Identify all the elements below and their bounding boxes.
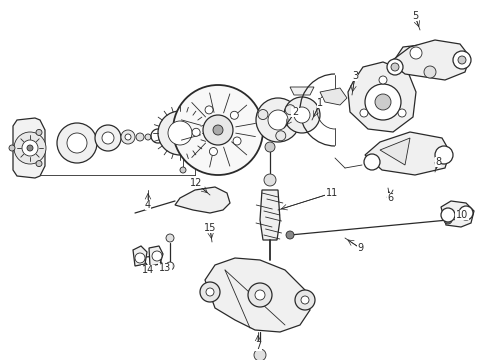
Circle shape — [57, 123, 97, 163]
Circle shape — [398, 109, 406, 117]
Circle shape — [203, 115, 233, 145]
Text: 13: 13 — [159, 263, 171, 273]
Circle shape — [301, 296, 309, 304]
Text: 2: 2 — [292, 107, 298, 117]
Text: 3: 3 — [352, 71, 358, 81]
Circle shape — [391, 63, 399, 71]
Circle shape — [36, 161, 42, 167]
Circle shape — [121, 130, 135, 144]
Text: 9: 9 — [357, 243, 363, 253]
Polygon shape — [393, 45, 423, 72]
Polygon shape — [390, 40, 470, 80]
Circle shape — [284, 97, 320, 133]
Polygon shape — [365, 132, 450, 175]
Circle shape — [256, 98, 300, 142]
Circle shape — [379, 76, 387, 84]
Circle shape — [441, 208, 455, 222]
Circle shape — [209, 148, 218, 156]
Circle shape — [458, 56, 466, 64]
Text: 5: 5 — [412, 11, 418, 21]
Circle shape — [375, 94, 391, 110]
Circle shape — [255, 290, 265, 300]
Circle shape — [424, 66, 436, 78]
Circle shape — [180, 167, 186, 173]
Polygon shape — [348, 62, 416, 132]
Circle shape — [410, 47, 422, 59]
Circle shape — [286, 231, 294, 239]
Text: 14: 14 — [142, 265, 154, 275]
Circle shape — [364, 154, 380, 170]
Polygon shape — [441, 201, 474, 227]
Polygon shape — [380, 138, 410, 165]
Circle shape — [265, 142, 275, 152]
Circle shape — [168, 121, 192, 145]
Circle shape — [135, 253, 145, 263]
Circle shape — [67, 133, 87, 153]
Circle shape — [200, 282, 220, 302]
Text: 10: 10 — [456, 210, 468, 220]
Circle shape — [233, 137, 241, 145]
Polygon shape — [205, 258, 310, 332]
Polygon shape — [133, 246, 147, 266]
Circle shape — [254, 349, 266, 360]
Text: 8: 8 — [435, 157, 441, 167]
Circle shape — [459, 206, 473, 220]
Polygon shape — [290, 87, 314, 95]
Polygon shape — [260, 190, 280, 240]
Circle shape — [248, 283, 272, 307]
Circle shape — [294, 107, 310, 123]
Text: 15: 15 — [204, 223, 216, 233]
Text: 7: 7 — [255, 341, 261, 351]
Circle shape — [295, 290, 315, 310]
Circle shape — [360, 109, 368, 117]
Circle shape — [435, 146, 453, 164]
Circle shape — [365, 84, 401, 120]
Circle shape — [125, 134, 131, 140]
Text: 4: 4 — [145, 200, 151, 210]
Text: 1: 1 — [317, 98, 323, 108]
Circle shape — [206, 288, 214, 296]
Circle shape — [285, 105, 295, 115]
Circle shape — [276, 131, 286, 141]
Circle shape — [268, 110, 288, 130]
Text: 12: 12 — [190, 178, 202, 188]
Circle shape — [22, 140, 38, 156]
Circle shape — [213, 125, 223, 135]
Circle shape — [152, 251, 162, 261]
Circle shape — [205, 106, 213, 114]
Circle shape — [192, 128, 200, 136]
Polygon shape — [175, 187, 230, 213]
Polygon shape — [13, 118, 45, 178]
Text: 6: 6 — [387, 193, 393, 203]
Text: 11: 11 — [326, 188, 338, 198]
Circle shape — [36, 129, 42, 135]
Circle shape — [444, 216, 452, 224]
Circle shape — [27, 145, 33, 151]
Circle shape — [136, 133, 144, 141]
Circle shape — [14, 132, 46, 164]
Circle shape — [95, 125, 121, 151]
Circle shape — [102, 132, 114, 144]
Circle shape — [230, 111, 238, 119]
Circle shape — [166, 234, 174, 242]
Circle shape — [258, 109, 268, 120]
Circle shape — [145, 134, 151, 140]
Circle shape — [158, 111, 202, 155]
Circle shape — [387, 59, 403, 75]
Polygon shape — [320, 88, 347, 105]
Circle shape — [166, 262, 174, 270]
Circle shape — [264, 174, 276, 186]
Circle shape — [9, 145, 15, 151]
Circle shape — [453, 51, 471, 69]
Circle shape — [173, 85, 263, 175]
Polygon shape — [149, 246, 163, 266]
